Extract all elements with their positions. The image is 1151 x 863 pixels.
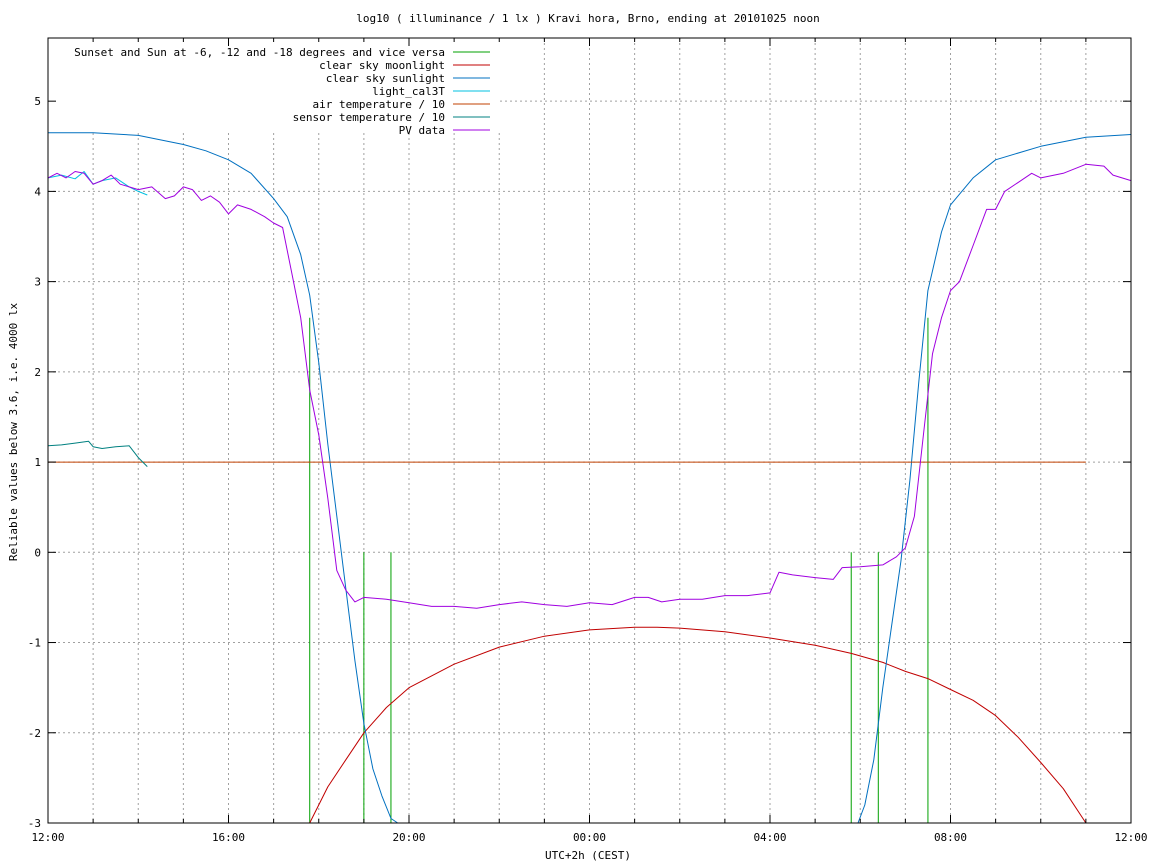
y-tick-labels: -3 -2 -1 0 1 2 3 4 5: [28, 95, 42, 830]
x-tick-label: 20:00: [392, 831, 425, 844]
x-tick-label: 12:00: [31, 831, 64, 844]
series-1: [309, 626, 1087, 824]
y-tick-label: 5: [34, 95, 41, 108]
series-line: [48, 132, 1132, 824]
y-axis-label: Reliable values below 3.6, i.e. 4000 lx: [7, 302, 20, 561]
plot-frame: [47, 37, 1132, 824]
series-6: [47, 163, 1132, 609]
grid: [48, 38, 1131, 823]
y-tick-label: -2: [28, 727, 41, 740]
chart-title: log10 ( illuminance / 1 lx ) Kravi hora,…: [356, 12, 820, 25]
series-line: [47, 163, 1132, 609]
plot-series: [47, 132, 1132, 824]
x-tick-label: 00:00: [573, 831, 606, 844]
series-0: [309, 317, 929, 823]
x-tick-labels: 12:00 16:00 20:00 00:00 04:00 08:00 12:00: [31, 831, 1147, 844]
legend-entry-label: Sunset and Sun at -6, -12 and -18 degree…: [74, 46, 445, 59]
legend-entry-label: sensor temperature / 10: [293, 111, 445, 124]
y-tick-label: 1: [34, 456, 41, 469]
series-3: [47, 171, 148, 196]
y-tick-label: 0: [34, 546, 41, 559]
series-line: [47, 171, 148, 196]
y-tick-label: 4: [34, 185, 41, 198]
axis-ticks: [47, 38, 1132, 824]
series-line: [47, 440, 148, 467]
y-tick-label: 3: [34, 276, 41, 289]
x-axis-label: UTC+2h (CEST): [545, 849, 631, 862]
legend-entry-label: clear sky moonlight: [319, 59, 445, 72]
legend: Sunset and Sun at -6, -12 and -18 degree…: [74, 46, 490, 137]
x-tick-label: 16:00: [212, 831, 245, 844]
legend-entry-label: clear sky sunlight: [326, 72, 445, 85]
legend-entry-label: light_cal3T: [372, 85, 445, 98]
y-tick-label: -1: [28, 637, 41, 650]
x-tick-label: 08:00: [934, 831, 967, 844]
series-5: [47, 440, 148, 467]
legend-entry-label: air temperature / 10: [313, 98, 445, 111]
x-tick-label: 04:00: [753, 831, 786, 844]
series-line: [309, 626, 1087, 824]
x-tick-label: 12:00: [1114, 831, 1147, 844]
y-tick-label: -3: [28, 817, 41, 830]
series-2: [48, 132, 1132, 824]
legend-entry-label: PV data: [399, 124, 445, 137]
y-tick-label: 2: [34, 366, 41, 379]
